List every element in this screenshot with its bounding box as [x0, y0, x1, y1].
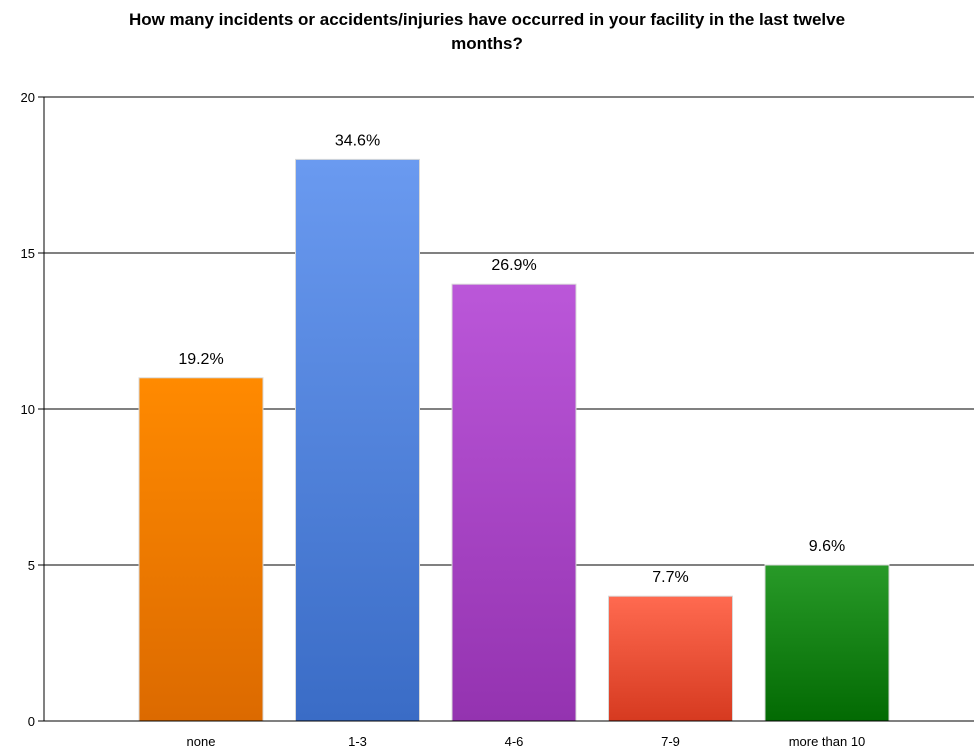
y-tick-label: 15: [21, 246, 35, 261]
bar-7-9: [608, 595, 733, 722]
bar-1-3: [295, 158, 420, 722]
y-tick-label: 20: [21, 90, 35, 105]
y-tick-label: 10: [21, 402, 35, 417]
y-tick-label: 5: [28, 558, 35, 573]
y-tick-label: 0: [28, 714, 35, 729]
bar-4-6: [451, 283, 577, 722]
x-tick-label: none: [187, 734, 216, 749]
bar-more-than-10: [764, 564, 890, 722]
chart-title-line-2: months?: [451, 34, 523, 53]
data-label: 34.6%: [335, 132, 380, 149]
data-label: 19.2%: [178, 351, 223, 368]
data-label: 9.6%: [809, 538, 845, 555]
x-tick-label: 7-9: [661, 734, 680, 749]
x-tick-label: more than 10: [789, 734, 866, 749]
chart-title: How many incidents or accidents/injuries…: [0, 8, 974, 56]
x-tick-label: 4-6: [505, 734, 524, 749]
data-label: 26.9%: [491, 257, 536, 274]
bars: [138, 158, 890, 722]
data-label: 7.7%: [652, 569, 688, 586]
bar-none: [138, 377, 264, 722]
labels: 0 5 10 15 20 19.2% none 34.6% 1-3 26.9% 4-6 7.7% 7-9…: [21, 90, 866, 749]
x-tick-label: 1-3: [348, 734, 367, 749]
chart-title-line-1: How many incidents or accidents/injuries…: [128, 10, 846, 29]
axes: [38, 96, 974, 722]
